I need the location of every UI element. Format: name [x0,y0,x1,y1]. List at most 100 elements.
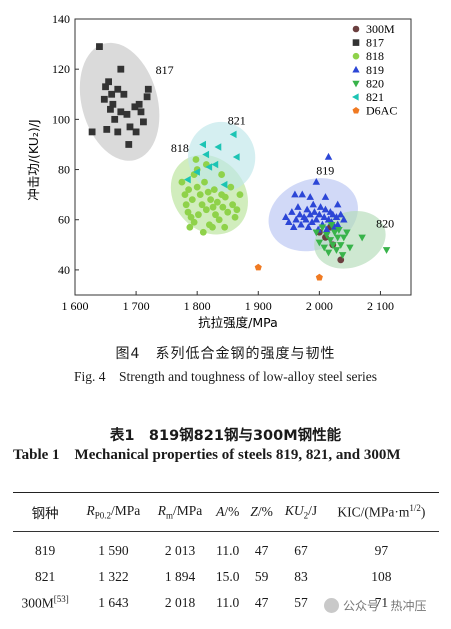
legend-item-300M: 300M [352,22,395,36]
x-tick-label: 1 900 [245,299,272,313]
data-point-818 [181,191,189,199]
series-818 [178,156,244,236]
data-point-818 [195,211,202,219]
data-point-818 [186,223,194,231]
data-point-820 [330,229,339,237]
legend-marker [352,39,360,46]
header-impact-energy: KU2/J [278,492,324,532]
region-label-819: 819 [316,164,334,178]
data-point-D6AC [315,273,323,281]
data-point-817 [103,126,111,133]
x-axis-label: 抗拉强度/MPa [198,315,278,330]
y-tick-label: 60 [58,213,70,227]
region-817-ellipse [79,42,160,161]
table-cell: 15.0 [215,569,240,584]
series-821 [183,130,240,189]
data-point-821 [205,163,213,171]
data-point-817 [117,65,125,73]
legend-label: 818 [366,49,384,63]
legend-item-817: 817 [352,36,384,50]
data-point-817 [131,103,139,111]
legend-label: 300M [366,22,395,36]
data-point-821 [193,168,200,176]
data-point-820 [329,242,337,249]
data-point-820 [315,239,324,247]
data-point-819 [306,193,314,200]
legend-item-820: 820 [352,76,384,90]
legend-marker [352,80,360,88]
table-header-row: 钢种 RP0.2/MPa Rm/MPa A/% Z/% KU2/J KIC/(M… [13,492,439,532]
data-point-817 [114,128,122,136]
data-point-819 [309,200,317,208]
data-point-818 [209,203,217,211]
legend-marker [352,65,360,73]
data-point-819 [308,218,316,225]
data-point-818 [196,191,204,199]
data-point-819 [302,215,310,223]
data-point-818 [192,156,200,163]
data-point-819 [332,213,341,220]
data-point-817 [126,123,134,131]
header-reduction-of-area: Z/% [245,492,279,532]
data-point-820 [333,234,342,242]
table-cell: 59 [254,569,269,584]
data-point-821 [211,160,219,169]
data-point-818 [190,218,198,226]
data-point-820 [312,229,321,237]
data-point-819 [303,205,311,213]
x-tick-label: 1 700 [123,299,150,313]
series-817 [88,43,152,148]
data-point-819 [297,220,305,228]
table-cell: 1 590 [98,543,129,558]
data-point-818 [201,178,208,186]
data-point-817 [143,93,151,101]
reference-marker[interactable]: [53] [53,594,69,605]
legend-label: 820 [366,76,384,90]
steel-grade-cell: 819 [34,543,56,558]
data-point-818 [224,208,232,216]
data-point-819 [321,205,330,213]
data-point-820 [326,237,335,244]
data-point-819 [294,203,302,210]
header-fracture-toughness: KIC/(MPa·m1/2) [323,492,439,532]
data-point-818 [212,211,219,219]
header-tensile-strength: Rm/MPa [149,492,211,532]
legend-label: D6AC [366,104,397,118]
data-point-819 [322,225,331,233]
x-tick-label: 1 800 [184,299,211,313]
legend-marker [352,107,360,114]
data-point-818 [229,201,237,209]
data-point-817 [114,85,122,93]
data-point-820 [332,247,341,254]
legend-label: 819 [366,63,384,77]
x-tick-label: 2 100 [367,299,394,313]
legend-item-D6AC: D6AC [352,104,397,118]
data-point-819 [320,213,328,220]
legend-marker [352,25,360,33]
legend-marker [352,52,360,60]
table-title-en: Table 1 Mechanical properties of steels … [13,447,401,463]
data-point-819 [291,190,299,198]
data-point-817 [120,90,128,98]
legend-item-818: 818 [352,49,384,63]
x-tick-label: 1 600 [62,299,89,313]
data-point-819 [340,215,348,223]
data-point-817 [96,43,103,50]
region-821-ellipse [187,121,256,193]
table-cell: 2 018 [164,595,196,610]
scatter-chart: 1 600 1 700 1 800 1 900 2 000 2 100 40 60 80 100 1… [26,12,412,330]
table-cell: 1 643 [98,595,129,610]
data-point-818 [213,198,221,206]
data-point-820 [346,244,354,252]
table-cell: 2 013 [164,543,196,558]
data-point-817 [107,105,114,113]
data-point-818 [178,178,186,186]
data-point-821 [202,150,210,159]
table-title-cn: 表1 819钢821钢与300M钢性能 [109,428,342,444]
table-cell: 67 [294,543,308,558]
data-point-818 [184,208,192,216]
table-cell: 71 [374,595,389,610]
data-point-817 [132,128,140,136]
plot-frame [74,18,412,296]
data-point-818 [204,188,212,196]
